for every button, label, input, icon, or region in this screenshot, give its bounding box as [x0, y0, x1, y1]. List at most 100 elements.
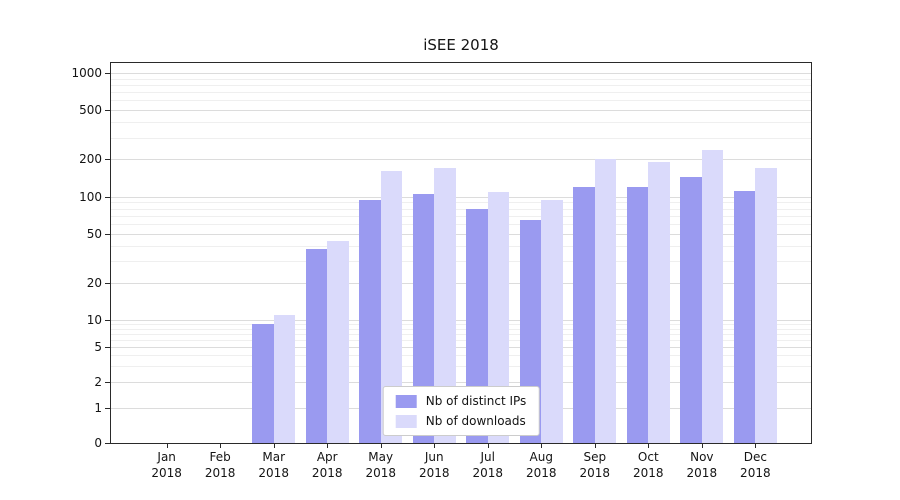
- gridline: [111, 215, 811, 217]
- legend-label-distinct-ips: Nb of distinct IPs: [425, 394, 527, 408]
- y-axis-tick-label: 1: [94, 401, 102, 416]
- bar-downloads: [755, 168, 777, 443]
- plot-area: Nb of distinct IPs Nb of downloads: [110, 62, 812, 444]
- legend-label-downloads: Nb of downloads: [425, 414, 526, 428]
- y-axis-tick-label: 0: [94, 436, 102, 450]
- x-axis-tick-label: Jun 2018: [418, 450, 450, 480]
- y-axis-tick-mark: [105, 283, 110, 285]
- gridline: [111, 320, 811, 322]
- x-axis-tick-mark: [327, 444, 329, 448]
- gridline: [111, 261, 811, 263]
- legend: Nb of distinct IPs Nb of downloads: [382, 386, 540, 436]
- legend-swatch-downloads: [395, 414, 417, 428]
- y-axis-tick-label: 5: [94, 339, 102, 354]
- x-axis-tick-label: Feb 2018: [204, 450, 236, 480]
- gridline: [111, 333, 811, 335]
- gridline: [111, 346, 811, 348]
- x-axis-tick-label: Dec 2018: [740, 450, 771, 480]
- y-axis-tick-mark: [105, 443, 110, 444]
- bar-distinct-ips: [252, 324, 274, 443]
- x-axis-tick-mark: [273, 444, 275, 448]
- gridline: [111, 72, 811, 74]
- bar-downloads: [380, 171, 403, 443]
- gridline: [111, 159, 811, 161]
- gridline: [111, 366, 811, 368]
- bar-distinct-ips: [305, 248, 328, 443]
- bar-distinct-ips: [733, 190, 756, 443]
- bar-downloads: [701, 149, 724, 443]
- y-axis-tick-mark: [105, 408, 110, 410]
- x-axis-tick-label: Jul 2018: [472, 450, 504, 480]
- gridline: [111, 245, 811, 247]
- y-axis-tick-mark: [105, 320, 110, 322]
- gridline: [111, 328, 811, 330]
- x-axis-tick-mark: [487, 444, 489, 448]
- y-axis-tick-label: 10: [86, 313, 102, 328]
- bar-distinct-ips: [573, 186, 595, 443]
- bar-distinct-ips: [359, 199, 381, 443]
- gridline: [111, 84, 811, 86]
- x-axis-tick-label: Aug 2018: [525, 450, 557, 480]
- y-axis-tick-mark: [105, 346, 110, 348]
- bar-distinct-ips: [466, 208, 488, 443]
- bar-downloads: [648, 162, 670, 443]
- x-axis-tick-label: Mar 2018: [258, 450, 289, 480]
- gridline: [111, 92, 811, 94]
- gridline: [111, 110, 811, 112]
- gridline: [111, 324, 811, 326]
- gridline: [111, 100, 811, 102]
- bar-downloads: [327, 240, 349, 443]
- y-axis-tick-label: 200: [79, 152, 102, 167]
- bar-distinct-ips: [626, 186, 649, 443]
- gridline: [111, 355, 811, 357]
- bar-distinct-ips: [412, 194, 435, 443]
- gridline: [111, 233, 811, 235]
- y-axis-tick-mark: [105, 110, 110, 112]
- x-axis-tick-mark: [755, 444, 757, 448]
- chart-title: iSEE 2018: [423, 36, 499, 54]
- y-axis-tick-mark: [105, 159, 110, 161]
- bar-downloads: [541, 199, 563, 443]
- bar-downloads: [434, 168, 456, 443]
- y-axis-tick-mark: [105, 72, 110, 74]
- bar-downloads: [487, 191, 510, 443]
- x-axis-tick-label: Jan 2018: [151, 450, 182, 480]
- gridline: [111, 122, 811, 124]
- x-axis-tick-label: Nov 2018: [686, 450, 718, 480]
- x-axis-tick-label: Apr 2018: [311, 450, 343, 480]
- x-axis-tick-mark: [434, 444, 436, 448]
- bar-downloads: [273, 315, 296, 443]
- x-axis-tick-label: Sep 2018: [579, 450, 611, 480]
- legend-item: Nb of downloads: [395, 414, 527, 428]
- x-axis-tick-mark: [541, 444, 543, 448]
- x-axis-tick-mark: [594, 444, 596, 448]
- x-axis-tick-mark: [220, 444, 222, 448]
- x-axis-tick-mark: [380, 444, 382, 448]
- y-axis-tick-label: 2: [94, 374, 102, 389]
- y-axis-tick-mark: [105, 196, 110, 198]
- y-axis-tick-mark: [105, 233, 110, 235]
- x-axis-tick-label: Oct 2018: [633, 450, 664, 480]
- y-axis-tick-label: 100: [79, 189, 102, 204]
- gridline: [111, 339, 811, 341]
- y-axis-tick-label: 500: [79, 103, 102, 118]
- gridline: [111, 208, 811, 210]
- gridline: [111, 381, 811, 383]
- gridline: [111, 196, 811, 198]
- y-axis-tick-label: 20: [86, 276, 102, 291]
- gridline: [111, 137, 811, 139]
- x-axis-tick-mark: [701, 444, 703, 448]
- gridline: [111, 283, 811, 285]
- y-axis: 0 1 2 5 10 20 50 100 200 500 1000: [0, 0, 102, 500]
- bar-downloads: [594, 159, 617, 443]
- x-axis-tick-mark: [648, 444, 650, 448]
- y-axis-tick-mark: [105, 381, 110, 383]
- gridline: [111, 202, 811, 204]
- legend-item: Nb of distinct IPs: [395, 394, 527, 408]
- x-axis-tick-mark: [166, 444, 168, 448]
- x-axis-tick-label: May 2018: [365, 450, 396, 480]
- bar-distinct-ips: [680, 176, 702, 443]
- y-axis-tick-label: 1000: [71, 65, 102, 80]
- gridline: [111, 224, 811, 226]
- legend-swatch-distinct-ips: [395, 394, 417, 408]
